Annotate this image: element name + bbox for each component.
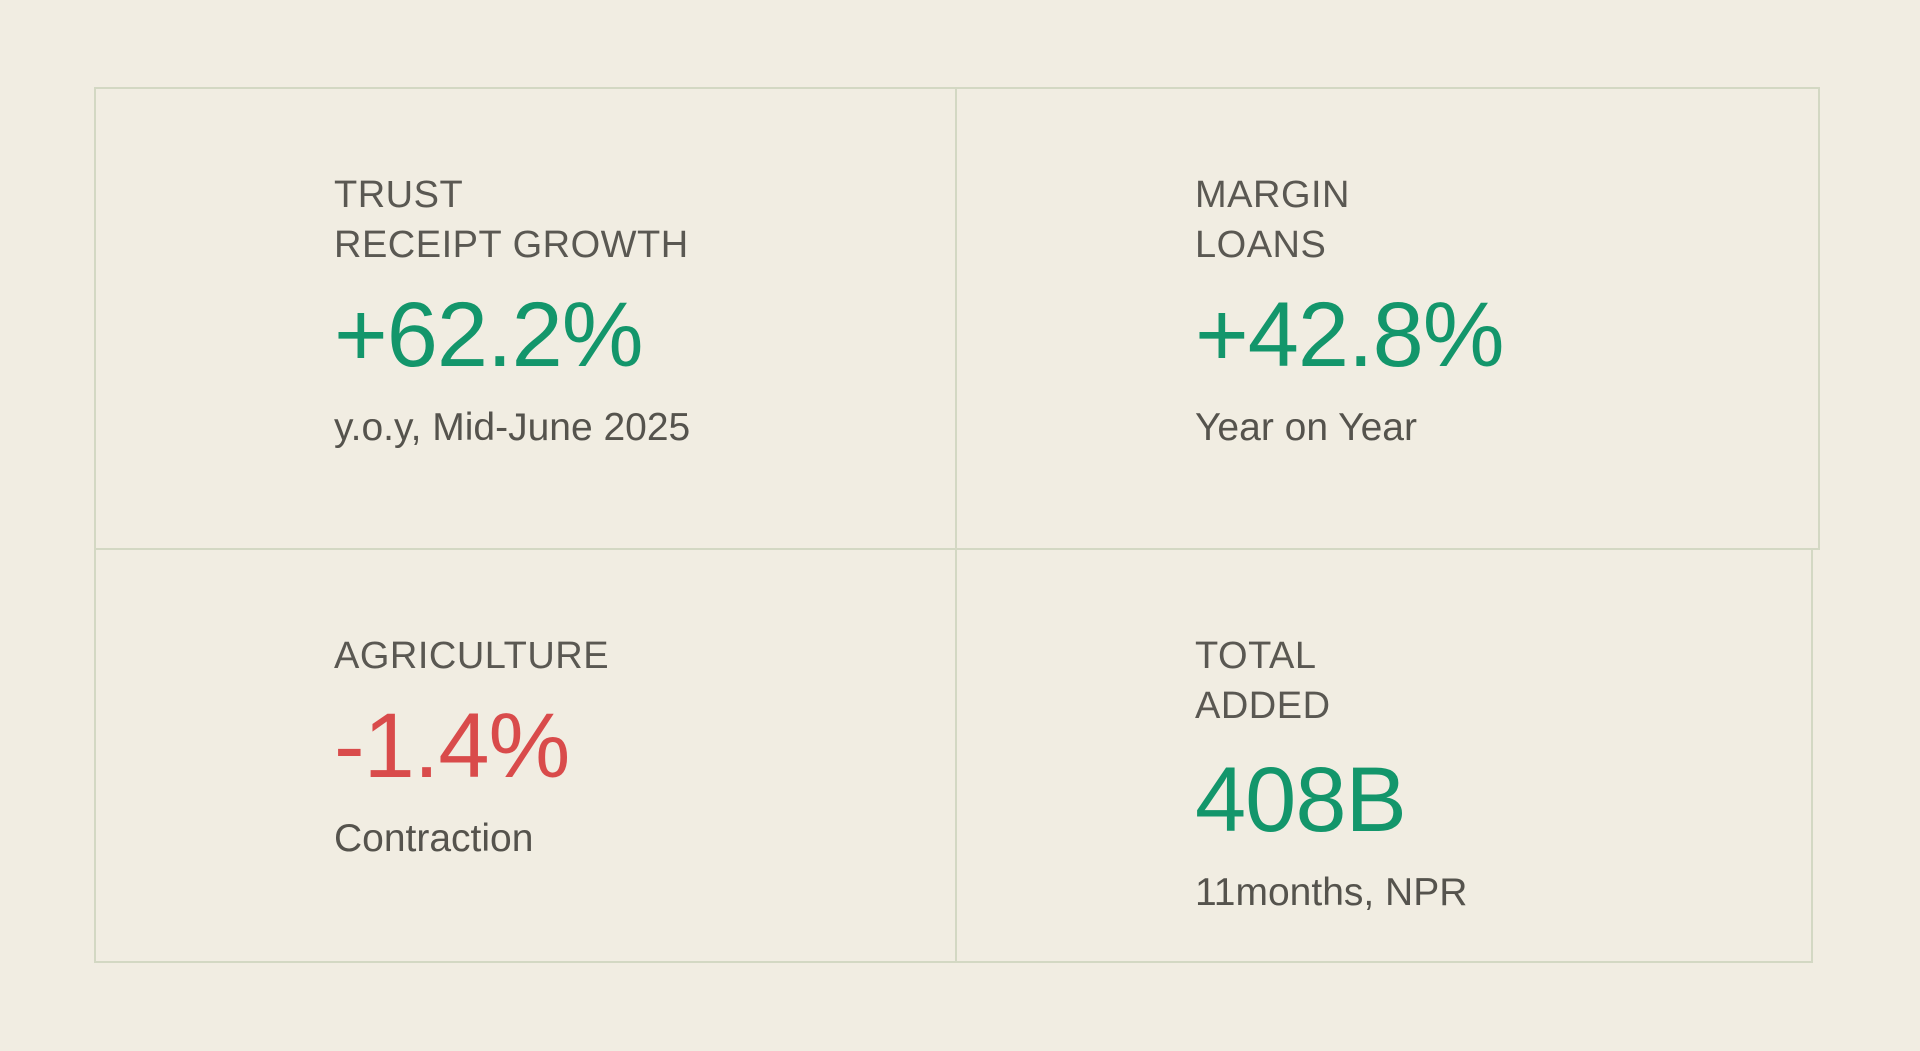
stat-value: +62.2% xyxy=(334,284,644,386)
stat-label-line1: TRUST xyxy=(334,174,464,216)
stat-label: MARGIN LOANS xyxy=(1195,170,1504,270)
stat-value: 408B xyxy=(1195,749,1407,851)
stat-label: TOTAL ADDED xyxy=(1195,631,1467,731)
stat-note: Year on Year xyxy=(1195,406,1417,449)
stat-label-line1: MARGIN xyxy=(1195,174,1350,216)
stat-card-margin-loans: MARGIN LOANS +42.8% Year on Year xyxy=(955,87,1820,550)
stat-card-total-added: TOTAL ADDED 408B 11months, NPR xyxy=(955,548,1813,963)
stat-card-content: TRUST RECEIPT GROWTH +62.2% y.o.y, Mid-J… xyxy=(334,170,690,453)
stat-note: y.o.y, Mid-June 2025 xyxy=(334,406,691,449)
stat-label-line1: AGRICULTURE xyxy=(334,635,610,677)
stat-card-trust-receipt-growth: TRUST RECEIPT GROWTH +62.2% y.o.y, Mid-J… xyxy=(94,87,957,550)
stat-label: AGRICULTURE xyxy=(334,631,609,681)
stat-label-line1: TOTAL xyxy=(1195,635,1317,677)
stat-label-line2: RECEIPT GROWTH xyxy=(334,224,689,266)
stat-label-line2: LOANS xyxy=(1195,224,1327,266)
stat-note: Contraction xyxy=(334,817,534,860)
stat-label: TRUST RECEIPT GROWTH xyxy=(334,170,690,270)
stat-value: -1.4% xyxy=(334,695,570,797)
stat-card-agriculture: AGRICULTURE -1.4% Contraction xyxy=(94,548,957,963)
stat-value: +42.8% xyxy=(1195,284,1505,386)
stat-card-content: AGRICULTURE -1.4% Contraction xyxy=(334,631,609,864)
stat-card-content: TOTAL ADDED 408B 11months, NPR xyxy=(1195,631,1467,918)
stat-label-line2: ADDED xyxy=(1195,685,1331,727)
stat-card-content: MARGIN LOANS +42.8% Year on Year xyxy=(1195,170,1505,453)
stat-note: 11months, NPR xyxy=(1195,871,1468,914)
